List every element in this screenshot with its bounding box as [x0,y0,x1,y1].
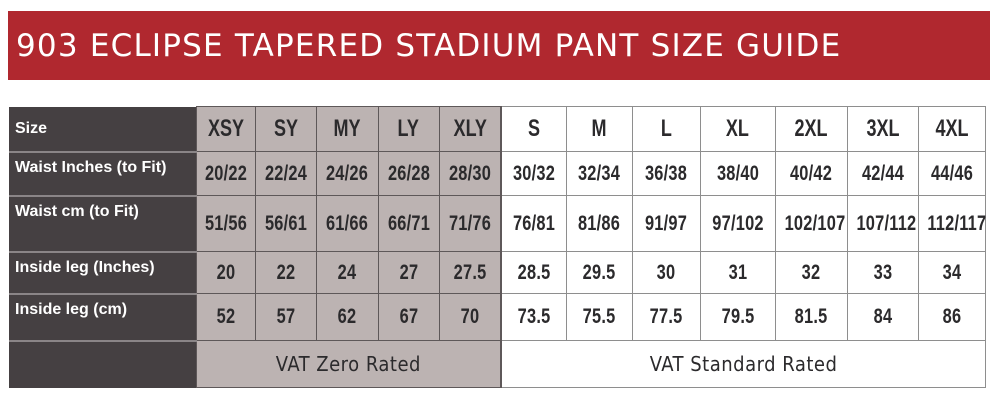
table-cell: 51/56 [195,195,256,252]
table-cell: 29.5 [565,251,633,294]
table-cell: 70 [438,293,502,341]
vat-zero-rated-label: VAT Zero Rated [195,340,502,388]
table-cell: 91/97 [631,195,701,252]
table-cell: 84 [846,293,919,341]
table-cell: 107/112 [846,195,919,252]
row-label-size: Size [9,106,197,153]
page-title: 903 ECLIPSE TAPERED STADIUM PANT SIZE GU… [16,27,842,64]
table-cell: 38/40 [699,151,776,196]
row-label-inside-leg-inches: Inside leg (Inches) [9,251,197,295]
size-header-cell: 4XL [917,106,987,152]
table-cell: 42/44 [846,151,919,196]
table-cell: 73.5 [500,293,567,341]
inside-leg-inches-row: Inside leg (Inches) 20 22 24 27 27.5 28.… [9,251,987,295]
table-cell: 81/86 [565,195,633,252]
row-label-inside-leg-cm: Inside leg (cm) [9,293,197,342]
table-cell: 24 [315,251,379,294]
table-cell: 31 [699,251,776,294]
table-cell: 36/38 [631,151,701,196]
table-cell: 61/66 [315,195,379,252]
size-header-cell: S [500,106,567,152]
table-cell: 32/34 [565,151,633,196]
size-guide-table: Size XSY SY MY LY XLY S M L XL 2XL 3XL 4… [9,106,986,388]
size-header-cell: XLY [438,106,502,152]
table-cell: 30/32 [500,151,567,196]
table-cell: 57 [254,293,317,341]
vat-standard-rated-label: VAT Standard Rated [500,340,987,388]
table-cell: 97/102 [699,195,776,252]
waist-cm-row: Waist cm (to Fit) 51/56 56/61 61/66 66/7… [9,195,986,253]
table-cell: 40/42 [774,151,848,196]
table-cell: 34 [917,251,987,294]
size-header-cell: XSY [195,106,256,152]
row-label-empty [9,340,197,388]
table-cell: 62 [315,293,379,341]
table-cell: 75.5 [565,293,633,341]
size-header-cell: SY [254,106,317,152]
table-cell: 71/76 [438,195,502,252]
table-cell: 86 [917,293,987,341]
inside-leg-cm-row: Inside leg (cm) 52 57 62 67 70 73.5 75.5… [9,293,987,342]
table-cell: 79.5 [699,293,776,341]
table-cell: 22/24 [254,151,317,196]
table-cell: 20/22 [195,151,256,196]
table-cell: 56/61 [254,195,317,252]
size-header-cell: M [565,106,633,152]
table-cell: 77.5 [631,293,701,341]
vat-row: VAT Zero Rated VAT Standard Rated [9,340,987,388]
title-banner: 903 ECLIPSE TAPERED STADIUM PANT SIZE GU… [8,11,990,80]
table-cell: 52 [195,293,256,341]
size-row: Size XSY SY MY LY XLY S M L XL 2XL 3XL 4… [9,106,987,153]
row-label-waist-inches: Waist Inches (to Fit) [9,151,197,197]
table-cell: 24/26 [315,151,379,196]
table-cell: 27 [377,251,440,294]
table-cell: 33 [846,251,919,294]
table-cell: 32 [774,251,848,294]
size-header-cell: MY [315,106,379,152]
table-cell: 20 [195,251,256,294]
table-cell: 112/117 [917,195,986,252]
table-cell: 76/81 [500,195,567,252]
table-cell: 67 [377,293,440,341]
table-cell: 30 [631,251,701,294]
table-cell: 28/30 [438,151,502,196]
table-cell: 102/107 [774,195,848,252]
table-cell: 81.5 [774,293,848,341]
table-cell: 26/28 [377,151,440,196]
table-cell: 28.5 [500,251,567,294]
table-cell: 44/46 [917,151,987,196]
waist-inches-row: Waist Inches (to Fit) 20/22 22/24 24/26 … [9,151,987,197]
size-header-cell: XL [699,106,776,152]
size-header-cell: 2XL [774,106,848,152]
size-header-cell: 3XL [846,106,919,152]
table-cell: 66/71 [377,195,440,252]
row-label-waist-cm: Waist cm (to Fit) [9,195,197,253]
table-cell: 27.5 [438,251,502,294]
size-header-cell: L [631,106,701,152]
table-cell: 22 [254,251,317,294]
size-header-cell: LY [377,106,440,152]
